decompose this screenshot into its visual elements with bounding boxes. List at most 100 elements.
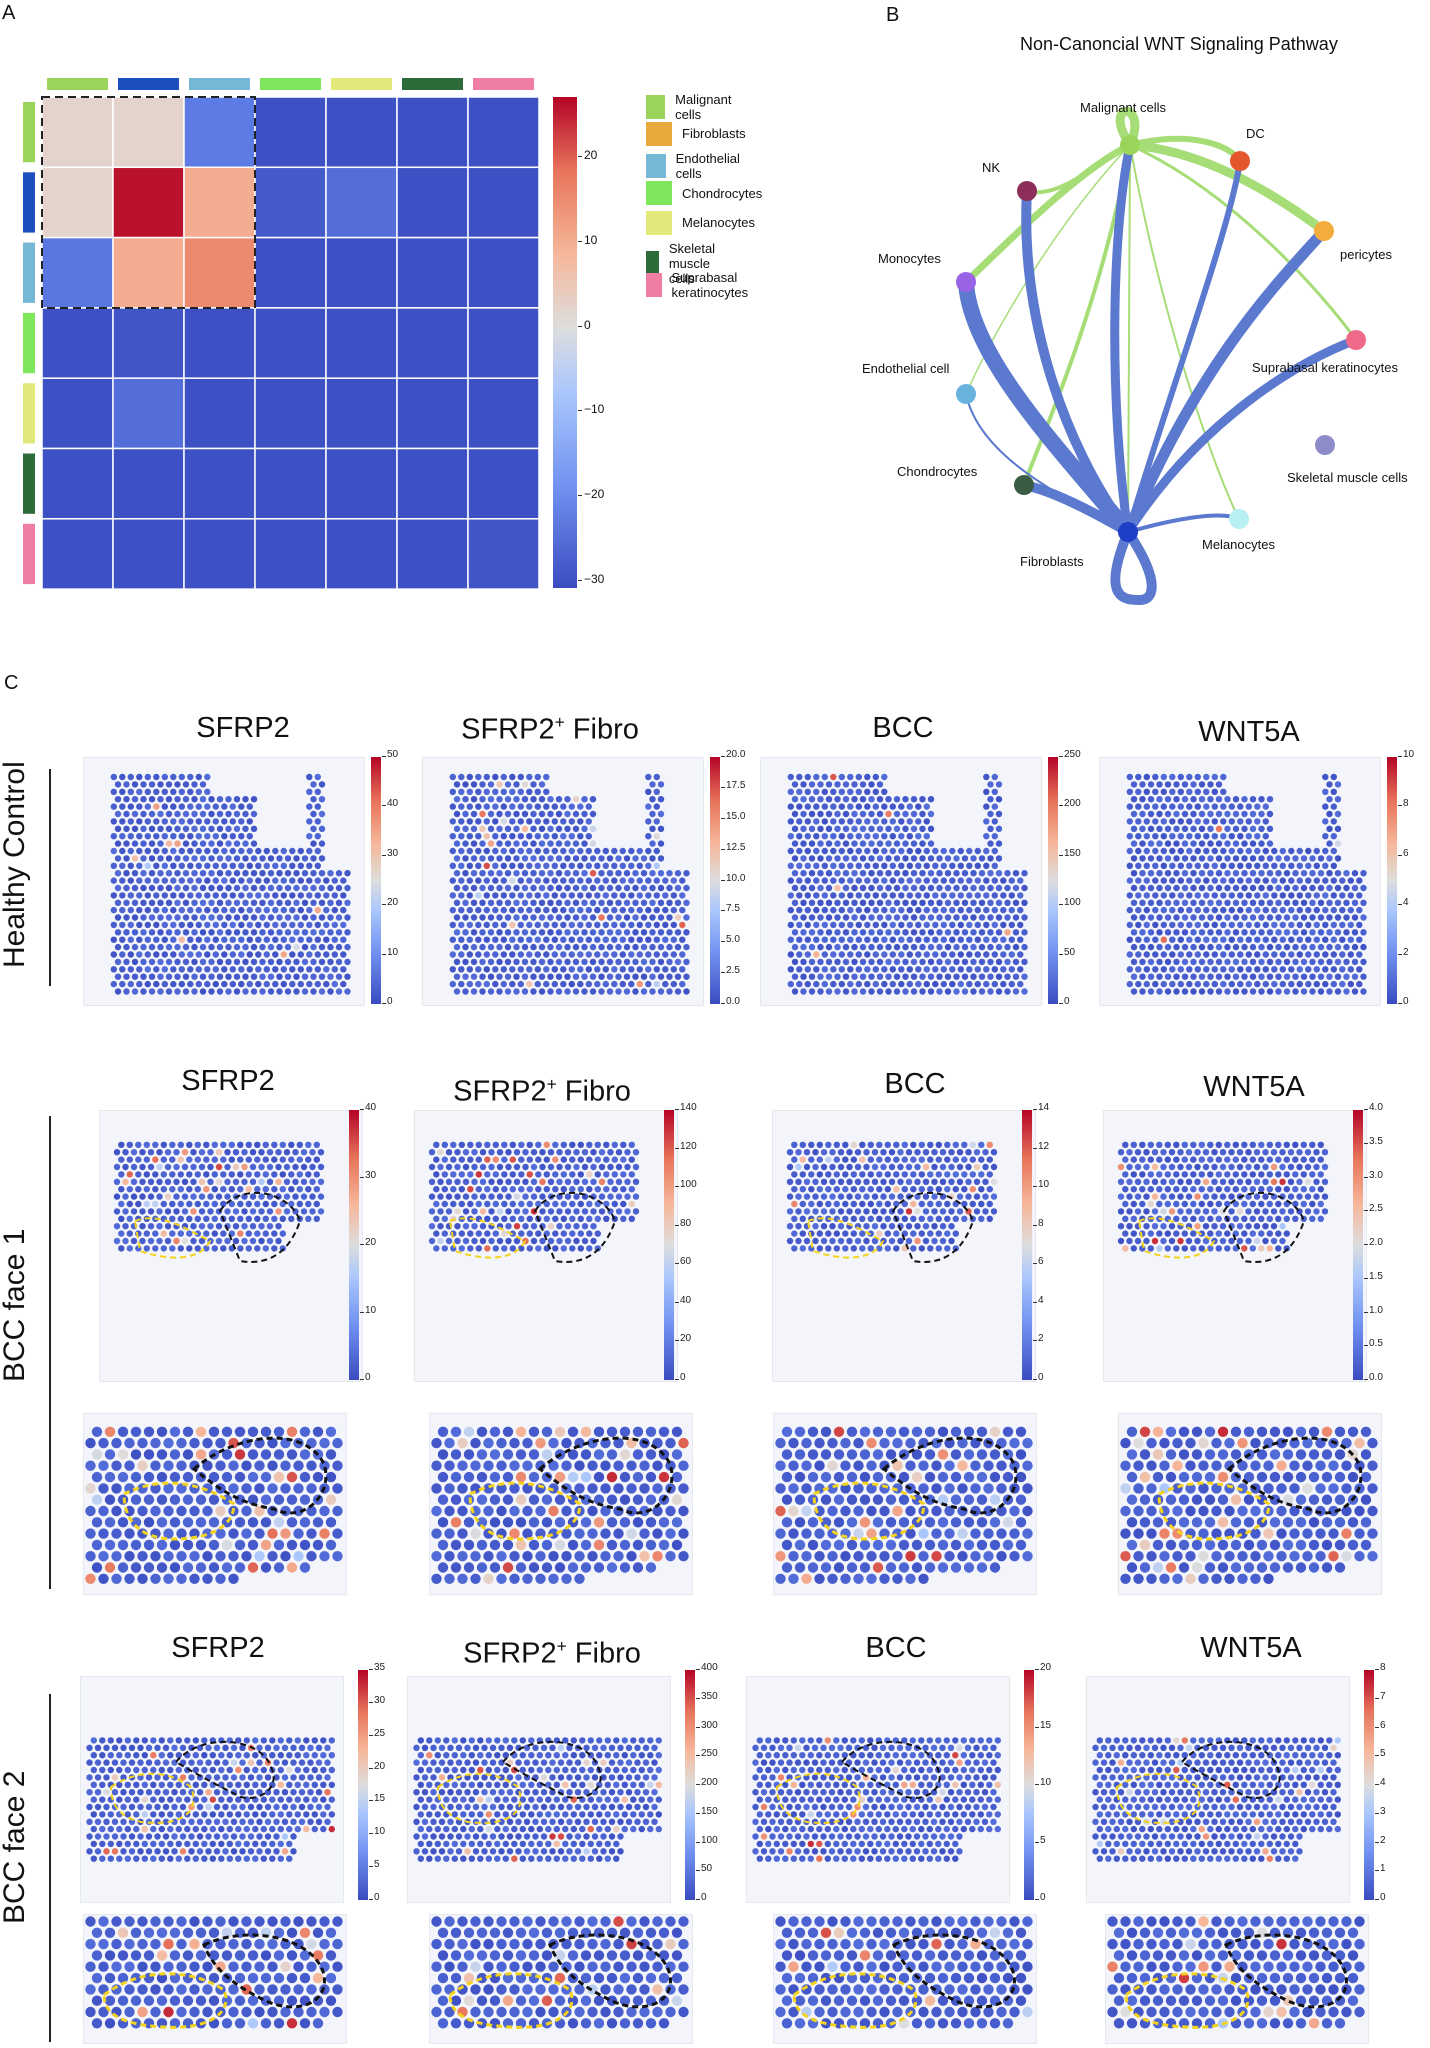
spot bbox=[624, 1178, 631, 1185]
spot bbox=[428, 1193, 436, 1200]
spot bbox=[143, 1562, 155, 1573]
spot bbox=[280, 980, 287, 988]
spot bbox=[983, 921, 990, 929]
spot bbox=[1164, 1230, 1171, 1237]
spot bbox=[868, 840, 875, 847]
spot bbox=[187, 921, 194, 929]
spot bbox=[262, 1141, 269, 1148]
spot bbox=[876, 943, 884, 951]
spot bbox=[804, 980, 811, 988]
spot bbox=[462, 870, 469, 877]
spot bbox=[122, 1163, 129, 1171]
spot bbox=[475, 788, 482, 795]
spatial-colorbar-tick: 60 bbox=[674, 1256, 692, 1268]
spot bbox=[1330, 877, 1337, 884]
spot bbox=[1021, 943, 1028, 951]
spot bbox=[250, 929, 258, 936]
spot bbox=[944, 870, 952, 877]
spot bbox=[607, 1178, 614, 1185]
spot bbox=[1130, 810, 1138, 818]
spot bbox=[838, 788, 845, 795]
spot bbox=[1215, 855, 1223, 862]
spot bbox=[590, 1149, 597, 1156]
spot bbox=[589, 914, 597, 921]
spot bbox=[851, 810, 858, 818]
spot bbox=[306, 1460, 317, 1471]
spot bbox=[881, 906, 888, 914]
spot bbox=[504, 870, 512, 877]
spot bbox=[881, 833, 888, 840]
spot bbox=[1249, 840, 1257, 847]
spot bbox=[893, 988, 901, 995]
spot bbox=[181, 1149, 189, 1156]
heatmap-cell bbox=[325, 377, 398, 450]
spot bbox=[475, 906, 482, 914]
spot bbox=[221, 921, 228, 929]
spot bbox=[208, 796, 215, 803]
spot bbox=[483, 1437, 494, 1449]
spot bbox=[124, 1573, 135, 1584]
spot bbox=[152, 1245, 159, 1252]
spot bbox=[543, 847, 550, 855]
spot bbox=[679, 906, 686, 914]
spot bbox=[842, 810, 850, 818]
spot bbox=[813, 818, 820, 825]
spot bbox=[1130, 1230, 1137, 1237]
spot bbox=[178, 847, 185, 855]
spot bbox=[305, 1186, 312, 1193]
spot bbox=[496, 1149, 504, 1156]
spot bbox=[140, 796, 147, 803]
spot bbox=[859, 958, 867, 966]
spot bbox=[1275, 1141, 1282, 1148]
spot bbox=[1275, 973, 1282, 980]
spot bbox=[496, 1163, 504, 1171]
spot bbox=[1304, 1193, 1312, 1200]
spot bbox=[577, 892, 584, 899]
legend-item: Skeletal muscle cells bbox=[646, 241, 728, 286]
spot bbox=[898, 877, 905, 884]
spot bbox=[623, 973, 631, 980]
spot bbox=[855, 833, 862, 840]
spot bbox=[961, 943, 969, 951]
spot bbox=[492, 1230, 499, 1237]
spot bbox=[1262, 1178, 1269, 1185]
spot bbox=[224, 1208, 231, 1215]
spot bbox=[564, 825, 571, 832]
edge-fibroblasts-nk bbox=[1021, 186, 1133, 537]
spot bbox=[517, 818, 524, 825]
spot bbox=[1177, 1193, 1184, 1200]
spot bbox=[123, 796, 130, 803]
spot bbox=[547, 796, 554, 803]
spot bbox=[872, 892, 879, 899]
spot bbox=[636, 892, 643, 899]
spot bbox=[821, 980, 828, 988]
spot bbox=[229, 847, 236, 855]
spot bbox=[905, 1208, 913, 1215]
spot bbox=[534, 892, 541, 899]
spot bbox=[1194, 1237, 1201, 1245]
spot bbox=[910, 973, 918, 980]
spot bbox=[628, 1156, 635, 1163]
spot bbox=[199, 825, 207, 832]
spot bbox=[893, 840, 901, 847]
spot bbox=[254, 1156, 261, 1163]
spot bbox=[649, 884, 656, 892]
spot bbox=[1343, 958, 1350, 966]
spot bbox=[1326, 988, 1333, 995]
heatmap-cell bbox=[41, 96, 114, 169]
spot bbox=[1143, 966, 1150, 973]
spot bbox=[1309, 914, 1316, 921]
spot bbox=[169, 1471, 181, 1483]
spot bbox=[225, 810, 232, 818]
spot bbox=[296, 1171, 303, 1178]
heatmap-left-annotation bbox=[23, 102, 35, 585]
spot bbox=[276, 884, 283, 892]
spot bbox=[864, 892, 871, 899]
spot bbox=[1198, 796, 1206, 803]
spot bbox=[327, 899, 334, 906]
spot bbox=[670, 877, 677, 884]
spot bbox=[233, 825, 241, 832]
spot bbox=[286, 1494, 298, 1505]
spot bbox=[829, 1163, 836, 1171]
spot bbox=[318, 943, 326, 951]
